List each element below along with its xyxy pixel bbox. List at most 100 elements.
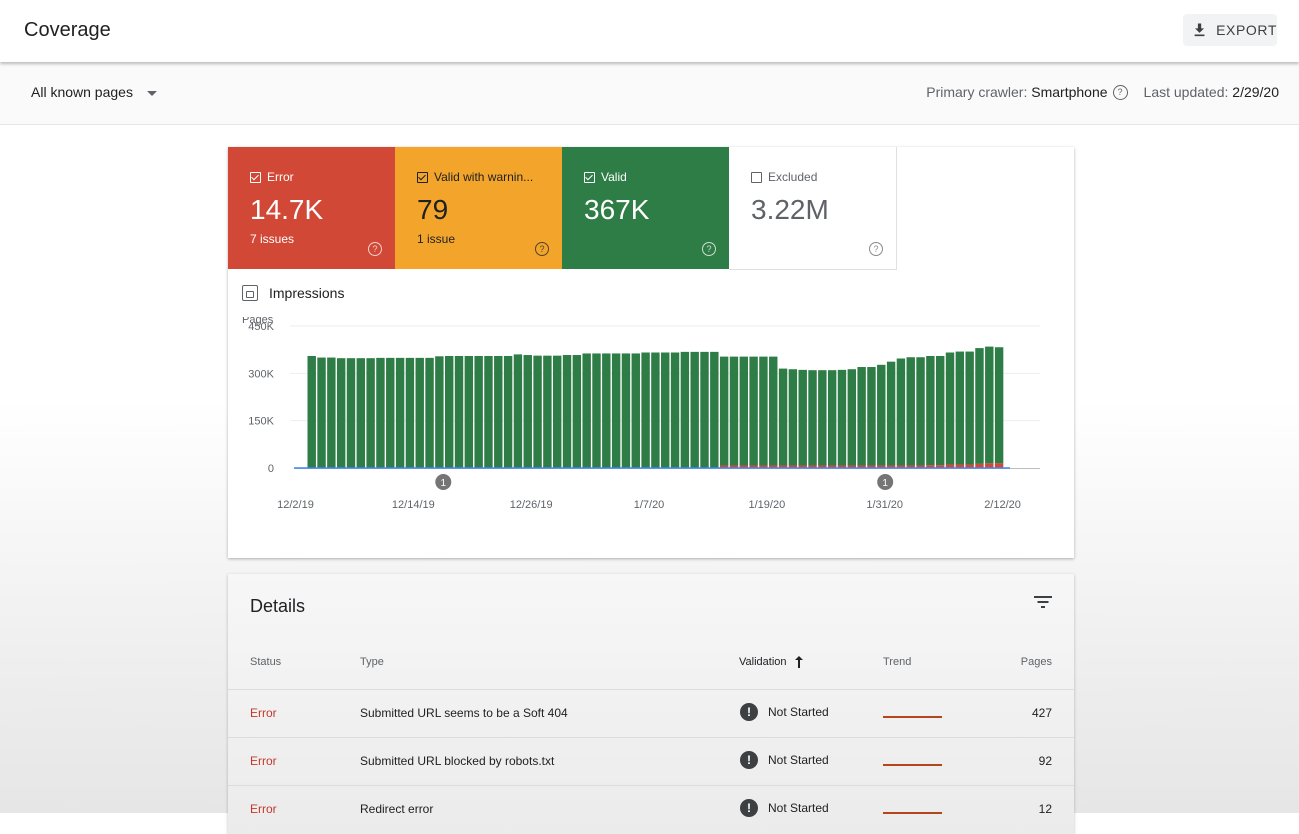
annotation-marker bbox=[877, 474, 894, 490]
column-header-validation[interactable]: Validation bbox=[739, 656, 804, 668]
error-tile[interactable]: Error 14.7K 7 issues ? bbox=[228, 147, 395, 269]
dropdown-arrow-icon bbox=[146, 90, 157, 96]
bar-error bbox=[994, 463, 1004, 468]
bar-error bbox=[975, 463, 984, 468]
bar-valid bbox=[444, 355, 454, 468]
bar-error bbox=[916, 465, 925, 468]
bar-valid bbox=[611, 353, 621, 468]
annotation-marker bbox=[435, 474, 452, 490]
bar-valid bbox=[837, 369, 847, 466]
excluded-tile[interactable]: Excluded 3.22M ? bbox=[729, 147, 897, 270]
error-checkbox[interactable] bbox=[250, 171, 261, 183]
pages-filter-dropdown[interactable]: All known pages bbox=[31, 84, 157, 100]
exclamation-icon: ! bbox=[740, 703, 758, 721]
bar-valid bbox=[857, 367, 866, 466]
trend-sparkline bbox=[883, 812, 942, 814]
filter-icon[interactable] bbox=[1034, 595, 1052, 609]
error-tile-label: Error bbox=[267, 170, 294, 184]
warning-count: 79 bbox=[417, 194, 449, 225]
top-app-bar: Coverage EXPORT bbox=[0, 0, 1299, 62]
export-button[interactable]: EXPORT bbox=[1183, 14, 1277, 46]
help-icon[interactable]: ? bbox=[368, 242, 382, 256]
bar-valid bbox=[327, 357, 336, 468]
x-tick-label: 12/14/19 bbox=[392, 499, 435, 511]
warning-checkbox[interactable] bbox=[417, 171, 428, 183]
valid-checkbox[interactable] bbox=[584, 171, 595, 183]
last-updated-label: Last updated: bbox=[1143, 84, 1229, 100]
help-icon[interactable]: ? bbox=[702, 242, 716, 256]
y-tick-label: 450K bbox=[248, 321, 274, 333]
x-tick-label: 1/19/20 bbox=[749, 499, 786, 511]
bar-error bbox=[759, 465, 768, 468]
bar-valid bbox=[710, 351, 719, 468]
crawler-value: Smartphone bbox=[1031, 84, 1108, 100]
table-row[interactable]: Error Redirect error ! Not Started 12 bbox=[228, 785, 1074, 834]
bar-error bbox=[867, 465, 876, 468]
bar-valid bbox=[808, 370, 817, 466]
row-status: Error bbox=[250, 754, 277, 768]
error-count: 14.7K bbox=[250, 194, 324, 225]
bar-valid bbox=[916, 357, 925, 466]
bar-valid bbox=[769, 356, 778, 466]
bar-valid bbox=[985, 346, 994, 464]
bar-valid bbox=[935, 355, 945, 466]
bar-valid bbox=[729, 356, 739, 466]
column-header-pages[interactable]: Pages bbox=[1020, 656, 1052, 668]
row-pages: 92 bbox=[1038, 754, 1052, 768]
bar-valid bbox=[317, 357, 326, 468]
bar-error bbox=[808, 465, 817, 468]
bar-valid bbox=[435, 356, 444, 468]
bar-valid bbox=[425, 357, 434, 468]
bar-error bbox=[827, 465, 837, 468]
bar-valid bbox=[965, 351, 974, 465]
warning-tile[interactable]: Valid with warnin... 79 1 issue ? bbox=[395, 147, 562, 269]
row-validation: ! Not Started bbox=[740, 751, 829, 769]
page-title: Coverage bbox=[24, 19, 111, 41]
bar-valid bbox=[926, 355, 935, 466]
valid-tile-label: Valid bbox=[601, 170, 627, 184]
bar-valid bbox=[749, 356, 758, 466]
excluded-checkbox[interactable] bbox=[751, 171, 762, 183]
column-header-status[interactable]: Status bbox=[250, 656, 282, 668]
exclamation-icon: ! bbox=[740, 751, 758, 769]
trend-sparkline bbox=[883, 764, 942, 766]
bar-error bbox=[886, 465, 896, 468]
bar-valid bbox=[975, 348, 984, 464]
bar-valid bbox=[366, 358, 375, 468]
x-tick-label: 12/26/19 bbox=[510, 499, 553, 511]
bar-valid bbox=[680, 351, 690, 468]
bar-valid bbox=[631, 353, 640, 468]
column-header-trend: Trend bbox=[883, 656, 912, 668]
bar-valid bbox=[572, 355, 582, 468]
bar-valid bbox=[867, 367, 876, 466]
bar-valid bbox=[798, 369, 807, 466]
impressions-checkbox-icon[interactable] bbox=[242, 285, 258, 301]
valid-tile[interactable]: Valid 367K ? bbox=[562, 147, 729, 269]
row-pages: 427 bbox=[1031, 706, 1052, 720]
annotation-label: 1 bbox=[441, 478, 447, 489]
details-title: Details bbox=[250, 596, 306, 616]
impressions-toggle[interactable]: Impressions bbox=[242, 285, 344, 301]
help-icon[interactable]: ? bbox=[869, 242, 883, 256]
table-row[interactable]: Error Submitted URL seems to be a Soft 4… bbox=[228, 689, 1074, 738]
excluded-tile-label: Excluded bbox=[768, 170, 818, 184]
bar-valid bbox=[994, 347, 1004, 464]
crawler-label: Primary crawler: bbox=[926, 84, 1028, 100]
column-header-type[interactable]: Type bbox=[360, 656, 384, 668]
bar-valid bbox=[651, 352, 660, 468]
help-icon[interactable]: ? bbox=[1112, 84, 1128, 100]
bar-valid bbox=[562, 355, 572, 468]
bar-valid bbox=[395, 357, 405, 468]
table-row[interactable]: Error Submitted URL blocked by robots.tx… bbox=[228, 737, 1074, 786]
bar-valid bbox=[464, 355, 474, 468]
bar-valid bbox=[356, 358, 366, 468]
bar-valid bbox=[778, 368, 788, 466]
validation-header-label: Validation bbox=[739, 656, 787, 668]
bar-error bbox=[778, 465, 788, 468]
help-icon[interactable]: ? bbox=[535, 242, 549, 256]
x-tick-label: 1/31/20 bbox=[866, 499, 903, 511]
row-pages: 12 bbox=[1038, 802, 1052, 816]
bar-valid bbox=[739, 356, 748, 466]
bar-valid bbox=[945, 352, 955, 465]
